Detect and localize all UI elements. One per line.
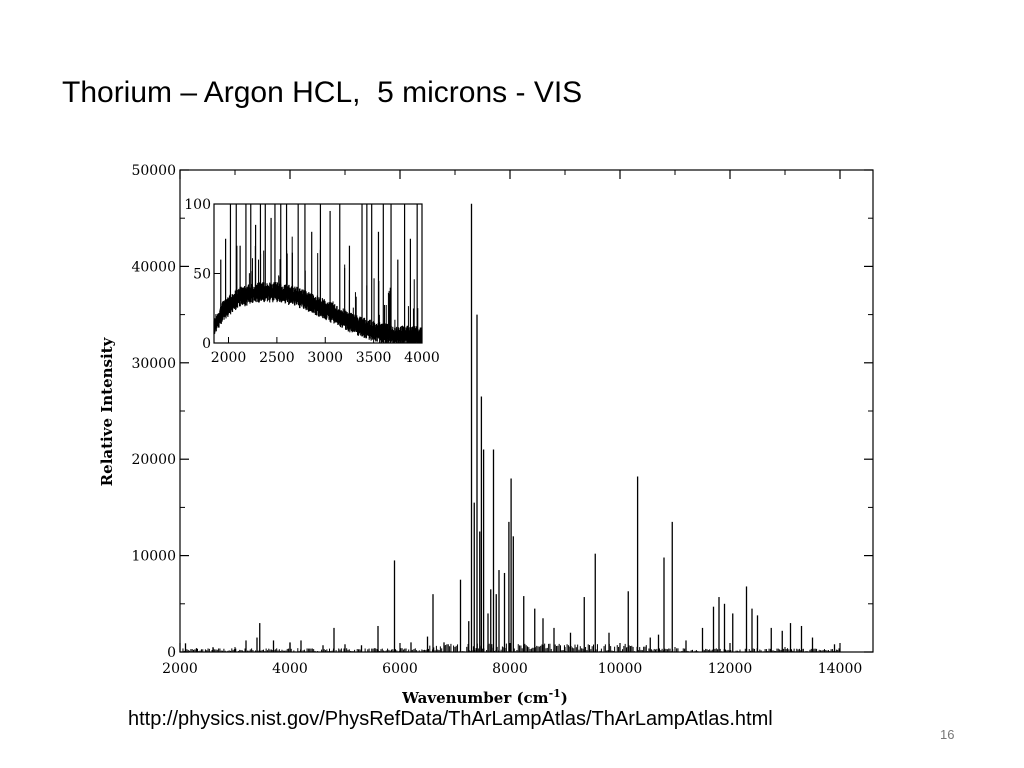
x-tick-label: 6000 (382, 661, 418, 677)
main-plot-axes: 2000 4000 6000 8000 10000 12000 14000 0 10000 200… (131, 163, 874, 677)
y-tick-label: 50000 (131, 163, 176, 179)
x-axis-label-main: Wavenumber (cm (401, 689, 549, 707)
x-axis-label: Wavenumber (cm-1) (401, 687, 568, 707)
x-tick-label: 4000 (272, 661, 308, 677)
y-tick-label: 30000 (131, 356, 176, 372)
y-tick-label: 10000 (131, 549, 176, 565)
x-tick-label: 8000 (492, 661, 528, 677)
inset-x-tick-label: 2500 (259, 350, 295, 366)
spectrum-chart-svg: 2000 4000 6000 8000 10000 12000 14000 0 10000 200… (98, 163, 874, 707)
inset-y-tick-label: 50 (193, 267, 211, 283)
inset-x-tick-label: 4000 (404, 350, 440, 366)
x-axis-label-superscript: -1 (549, 687, 561, 700)
y-axis-label: Relative Intensity (98, 336, 116, 486)
x-tick-label: 10000 (598, 661, 643, 677)
y-tick-label: 40000 (131, 259, 176, 275)
inset-y-tick-label: 100 (184, 197, 211, 213)
x-axis-label-suffix: ) (561, 689, 568, 707)
source-url[interactable]: http://physics.nist.gov/PhysRefData/ThAr… (128, 708, 773, 730)
x-tick-label: 12000 (708, 661, 753, 677)
y-tick-label: 0 (167, 645, 176, 661)
page-number: 16 (940, 727, 955, 742)
inset-plot: 2000 2500 3000 3500 4000 0 50 100 (184, 197, 440, 366)
spectrum-chart: 2000 4000 6000 8000 10000 12000 14000 0 10000 200… (95, 150, 885, 710)
y-tick-label: 20000 (131, 452, 176, 468)
inset-x-tick-label: 3000 (307, 350, 343, 366)
x-tick-label: 14000 (818, 661, 863, 677)
inset-y-tick-label: 0 (202, 336, 211, 352)
x-tick-label: 2000 (162, 661, 198, 677)
inset-x-tick-label: 2000 (211, 350, 247, 366)
slide-title: Thorium – Argon HCL, 5 microns - VIS (62, 76, 583, 109)
inset-x-tick-label: 3500 (356, 350, 392, 366)
inset-plot-axes: 2000 2500 3000 3500 4000 0 50 100 (184, 197, 440, 366)
